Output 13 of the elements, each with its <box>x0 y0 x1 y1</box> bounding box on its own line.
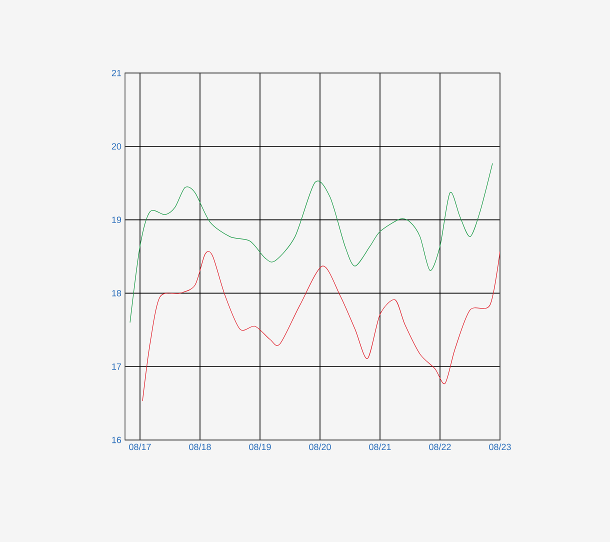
x-tick-label: 08/22 <box>429 444 451 450</box>
y-tick-label: 20 <box>112 143 122 150</box>
y-tick-label: 16 <box>112 436 122 444</box>
x-tick-label: 08/18 <box>189 444 211 450</box>
y-tick-label: 18 <box>112 290 122 296</box>
x-tick-label: 08/19 <box>249 444 271 450</box>
x-tick-label: 08/17 <box>129 444 151 450</box>
y-tick-label: 19 <box>112 216 122 223</box>
y-tick-label: 21 <box>112 70 122 76</box>
x-tick-label: 08/20 <box>309 444 331 450</box>
x-tick-label: 08/23 <box>489 444 511 450</box>
x-tick-label: 08/21 <box>369 444 391 450</box>
y-tick-label: 17 <box>112 364 122 370</box>
